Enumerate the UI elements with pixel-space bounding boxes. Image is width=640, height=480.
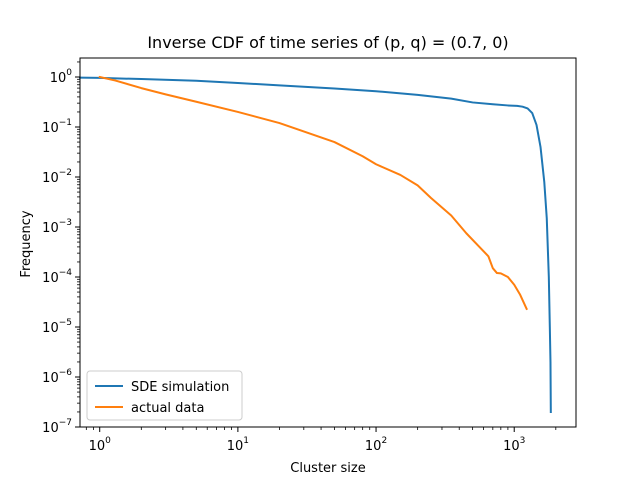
x-tick-label-1: 101 bbox=[227, 436, 249, 454]
legend: SDE simulation actual data bbox=[86, 370, 243, 421]
x-axis-title: Cluster size bbox=[290, 461, 365, 476]
series-line-0 bbox=[78, 76, 552, 413]
y-tick-label-1: 10−6 bbox=[42, 368, 72, 386]
x-tick-label-2: 102 bbox=[365, 436, 387, 454]
y-tick-label-4: 10−3 bbox=[42, 218, 72, 236]
y-axis-title: Frequency bbox=[19, 210, 34, 277]
x-tick-label-0: 100 bbox=[89, 436, 112, 454]
plot-area bbox=[78, 57, 577, 428]
legend-box bbox=[86, 370, 243, 421]
x-tick-label-3: 103 bbox=[503, 436, 525, 454]
chart-title: Inverse CDF of time series of (p, q) = (… bbox=[147, 33, 508, 52]
y-tick-label-7: 100 bbox=[50, 68, 73, 86]
legend-label-1: actual data bbox=[131, 401, 204, 416]
axes-frame bbox=[79, 57, 577, 428]
legend-label-0: SDE simulation bbox=[131, 380, 229, 395]
y-tick-label-5: 10−2 bbox=[42, 168, 72, 186]
y-tick-label-6: 10−1 bbox=[42, 118, 72, 136]
x-axis-ticks: 100 101 102 103 bbox=[85, 427, 557, 454]
y-axis-ticks: 10−7 10−6 10−5 10−4 10−3 10−2 10−1 100 bbox=[42, 61, 80, 436]
series-line-1 bbox=[98, 75, 528, 311]
y-tick-label-3: 10−4 bbox=[42, 268, 72, 286]
y-tick-label-0: 10−7 bbox=[42, 418, 72, 436]
y-tick-label-2: 10−5 bbox=[42, 318, 72, 336]
series-layer bbox=[78, 75, 552, 413]
